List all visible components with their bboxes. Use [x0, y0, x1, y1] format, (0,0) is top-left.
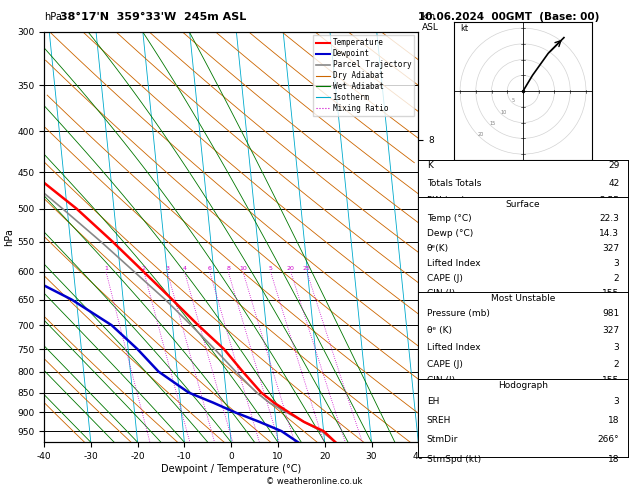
Text: km
ASL: km ASL — [421, 12, 438, 32]
Text: Lifted Index: Lifted Index — [426, 343, 481, 352]
Text: LCL: LCL — [422, 393, 437, 402]
Text: 8: 8 — [226, 266, 230, 271]
X-axis label: Dewpoint / Temperature (°C): Dewpoint / Temperature (°C) — [161, 464, 301, 474]
Text: 981: 981 — [602, 309, 620, 318]
Text: 6: 6 — [208, 266, 212, 271]
Text: 10.06.2024  00GMT  (Base: 00): 10.06.2024 00GMT (Base: 00) — [418, 12, 599, 22]
Text: 2: 2 — [142, 266, 146, 271]
Text: 266°: 266° — [598, 435, 620, 444]
Text: 4: 4 — [182, 266, 187, 271]
Text: 3: 3 — [614, 343, 620, 352]
Text: Pressure (mb): Pressure (mb) — [426, 309, 489, 318]
Text: CAPE (J): CAPE (J) — [426, 360, 462, 368]
Text: Temp (°C): Temp (°C) — [426, 213, 471, 223]
Text: EH: EH — [426, 397, 439, 406]
Y-axis label: hPa: hPa — [4, 228, 14, 246]
Text: 5: 5 — [511, 99, 515, 104]
Text: 22.3: 22.3 — [599, 213, 620, 223]
Text: 1: 1 — [104, 266, 108, 271]
Legend: Temperature, Dewpoint, Parcel Trajectory, Dry Adiabat, Wet Adiabat, Isotherm, Mi: Temperature, Dewpoint, Parcel Trajectory… — [313, 35, 415, 116]
Text: θᵉ(K): θᵉ(K) — [426, 243, 448, 253]
Text: 3: 3 — [614, 259, 620, 268]
Text: SREH: SREH — [426, 416, 451, 425]
Text: 2: 2 — [614, 360, 620, 368]
Text: CIN (J): CIN (J) — [426, 289, 455, 298]
Text: 327: 327 — [602, 243, 620, 253]
Text: 3: 3 — [614, 397, 620, 406]
Text: 2.55: 2.55 — [599, 196, 620, 205]
Text: 18: 18 — [608, 454, 620, 464]
Text: Lifted Index: Lifted Index — [426, 259, 481, 268]
Text: Dewp (°C): Dewp (°C) — [426, 228, 473, 238]
Text: 15: 15 — [489, 121, 495, 126]
Text: 327: 327 — [602, 326, 620, 335]
Text: StmSpd (kt): StmSpd (kt) — [426, 454, 481, 464]
Text: K: K — [426, 161, 433, 171]
Text: 18: 18 — [608, 416, 620, 425]
Text: 3: 3 — [165, 266, 169, 271]
Text: 155: 155 — [602, 289, 620, 298]
Text: 14.3: 14.3 — [599, 228, 620, 238]
Text: 2: 2 — [614, 274, 620, 283]
Text: StmDir: StmDir — [426, 435, 458, 444]
Text: CIN (J): CIN (J) — [426, 377, 455, 385]
Text: 155: 155 — [602, 377, 620, 385]
Text: Totals Totals: Totals Totals — [426, 179, 481, 188]
Text: 29: 29 — [608, 161, 620, 171]
Y-axis label: Mixing Ratio (g/kg): Mixing Ratio (g/kg) — [437, 197, 445, 277]
Text: 20: 20 — [477, 133, 484, 138]
Text: CAPE (J): CAPE (J) — [426, 274, 462, 283]
Text: 42: 42 — [608, 179, 620, 188]
Text: hPa: hPa — [44, 12, 62, 22]
Text: 5: 5 — [269, 266, 272, 271]
Text: PW (cm): PW (cm) — [426, 196, 465, 205]
Text: 10: 10 — [239, 266, 247, 271]
Text: kt: kt — [460, 24, 468, 34]
Text: Most Unstable: Most Unstable — [491, 294, 555, 303]
Text: Surface: Surface — [506, 200, 540, 208]
Text: 10: 10 — [500, 110, 506, 115]
Text: θᵉ (K): θᵉ (K) — [426, 326, 452, 335]
Text: Hodograph: Hodograph — [498, 382, 548, 390]
Text: 38°17'N  359°33'W  245m ASL: 38°17'N 359°33'W 245m ASL — [60, 12, 246, 22]
Text: 25: 25 — [303, 266, 311, 271]
Text: 20: 20 — [287, 266, 295, 271]
Text: © weatheronline.co.uk: © weatheronline.co.uk — [266, 477, 363, 486]
